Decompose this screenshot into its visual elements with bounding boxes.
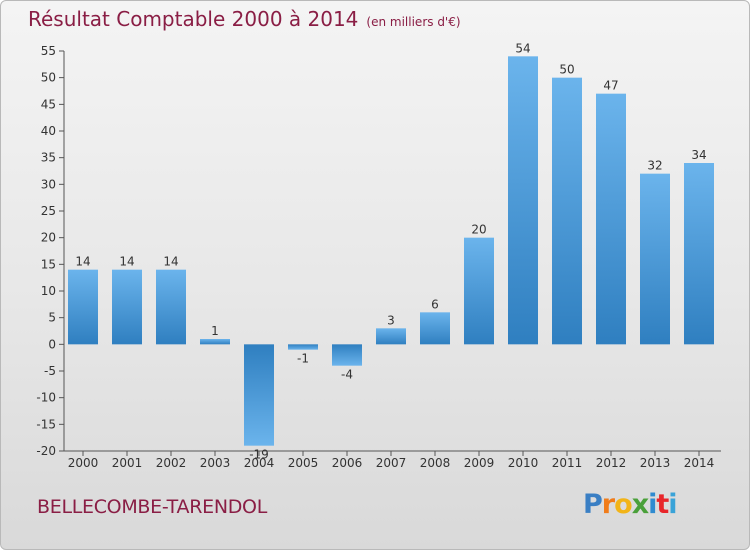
data-label-2005: -1 bbox=[297, 352, 309, 366]
logo-letter: t bbox=[656, 489, 669, 520]
y-tick-label: -20 bbox=[36, 444, 56, 458]
data-label-2009: 20 bbox=[471, 223, 486, 237]
data-label-2002: 14 bbox=[163, 255, 178, 269]
bar-2000 bbox=[68, 269, 98, 345]
y-tick-label: 0 bbox=[48, 337, 56, 351]
y-tick-label: 55 bbox=[41, 44, 56, 58]
y-tick-label: -10 bbox=[36, 391, 56, 405]
y-tick-label: 30 bbox=[41, 177, 56, 191]
data-label-2007: 3 bbox=[387, 313, 395, 327]
data-label-2004: -19 bbox=[249, 448, 269, 462]
chart-title: Résultat Comptable 2000 à 2014 (en millie… bbox=[28, 7, 461, 31]
x-tick-label: 2011 bbox=[552, 456, 583, 470]
y-tick-label: -5 bbox=[44, 364, 56, 378]
x-tick-label: 2001 bbox=[112, 456, 143, 470]
y-tick-label: 25 bbox=[41, 204, 56, 218]
data-label-2013: 32 bbox=[647, 159, 662, 173]
chart-axes: -20 -15 -10 -5 0 5 10 15 20 25 30 35 40 45 50 55 2000 200… bbox=[36, 44, 721, 470]
commune-name: BELLECOMBE-TARENDOL bbox=[37, 496, 268, 518]
bar-2006 bbox=[332, 344, 362, 366]
y-tick-label: 20 bbox=[41, 231, 56, 245]
bar-2005 bbox=[288, 344, 318, 350]
logo-letter: o bbox=[614, 489, 633, 520]
data-label-2010: 54 bbox=[515, 41, 530, 55]
bar-2007 bbox=[376, 328, 406, 345]
bar-2010 bbox=[508, 56, 538, 345]
x-tick-label: 2012 bbox=[596, 456, 627, 470]
y-tick-label: 35 bbox=[41, 151, 56, 165]
bar-2014 bbox=[684, 163, 714, 345]
logo-letter: x bbox=[631, 489, 649, 520]
logo-letter: P bbox=[583, 489, 603, 520]
chart-subtitle: (en milliers d'€) bbox=[366, 15, 461, 29]
y-tick-label: 10 bbox=[41, 284, 56, 298]
bar-chart: -20 -15 -10 -5 0 5 10 15 20 25 30 35 40 45 50 55 2000 200… bbox=[36, 41, 721, 470]
y-tick-label: 50 bbox=[41, 71, 56, 85]
data-label-2014: 34 bbox=[691, 148, 706, 162]
logo-letter: i bbox=[668, 489, 677, 520]
x-tick-label: 2007 bbox=[376, 456, 407, 470]
x-tick-label: 2010 bbox=[508, 456, 539, 470]
data-label-2011: 50 bbox=[559, 63, 574, 77]
x-tick-label: 2013 bbox=[640, 456, 671, 470]
y-tick-label: 15 bbox=[41, 257, 56, 271]
chart-data-labels: 14 14 14 1 -19 -1 -4 3 6 20 54 50 47 32 34 bbox=[75, 41, 706, 461]
x-tick-label: 2014 bbox=[684, 456, 715, 470]
y-tick-label: 5 bbox=[48, 311, 56, 325]
data-label-2000: 14 bbox=[75, 255, 90, 269]
data-label-2008: 6 bbox=[431, 297, 439, 311]
logo-letter: i bbox=[648, 489, 657, 520]
bar-2003 bbox=[200, 339, 230, 345]
x-tick-label: 2003 bbox=[200, 456, 231, 470]
chart-bars bbox=[68, 56, 714, 446]
data-label-2012: 47 bbox=[603, 79, 618, 93]
bar-2002 bbox=[156, 269, 186, 345]
x-tick-label: 2000 bbox=[68, 456, 99, 470]
chart-title-text: Résultat Comptable 2000 à 2014 bbox=[28, 7, 359, 31]
data-label-2006: -4 bbox=[341, 368, 353, 382]
y-tick-label: 45 bbox=[41, 97, 56, 111]
bar-2008 bbox=[420, 312, 450, 345]
x-tick-label: 2005 bbox=[288, 456, 319, 470]
x-tick-label: 2008 bbox=[420, 456, 451, 470]
data-label-2001: 14 bbox=[119, 255, 134, 269]
y-tick-label: 40 bbox=[41, 124, 56, 138]
data-label-2003: 1 bbox=[211, 324, 219, 338]
logo-letter: r bbox=[601, 489, 615, 520]
proxiti-logo: Proxiti bbox=[583, 489, 678, 520]
bar-2013 bbox=[640, 173, 670, 345]
bar-2001 bbox=[112, 269, 142, 345]
x-tick-label: 2006 bbox=[332, 456, 363, 470]
y-tick-label: -15 bbox=[36, 417, 56, 431]
bar-2012 bbox=[596, 93, 626, 345]
bar-2009 bbox=[464, 237, 494, 345]
bar-2004 bbox=[244, 344, 274, 446]
bar-2011 bbox=[552, 77, 582, 345]
x-tick-label: 2009 bbox=[464, 456, 495, 470]
x-tick-label: 2002 bbox=[156, 456, 187, 470]
x-tick-label: 2004 bbox=[244, 456, 275, 470]
